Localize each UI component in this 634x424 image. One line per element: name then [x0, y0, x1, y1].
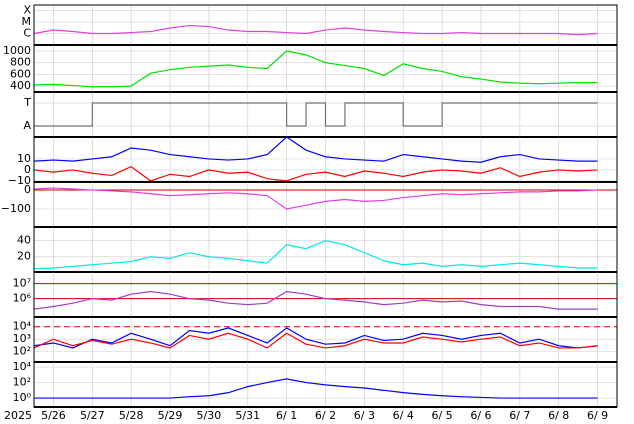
x-tick-label: 5/28 [119, 409, 144, 422]
x-tick-label: 6/ 9 [587, 409, 608, 422]
data-line [33, 327, 598, 349]
data-line [34, 378, 598, 399]
data-line [33, 136, 598, 163]
y-tick-label: 10⁴ [13, 320, 32, 333]
x-tick-label: 6/ 5 [431, 409, 452, 422]
y-tick-label: 10⁰ [13, 391, 32, 404]
y-tick-label: 1000 [3, 44, 31, 57]
y-tick-label: 600 [10, 67, 31, 80]
y-tick-label: 10³ [13, 332, 31, 345]
x-tick-label: 5/30 [197, 409, 222, 422]
y-tick-label: 0 [24, 183, 31, 196]
y-tick-label: 10⁷ [13, 277, 31, 290]
data-line [33, 24, 598, 36]
x-tick-label: 5/31 [235, 409, 260, 422]
y-tick-label: C [23, 26, 31, 39]
x-tick-label: 6/ 4 [393, 409, 414, 422]
data-line [33, 50, 598, 88]
data-line [33, 165, 598, 182]
y-tick-label: 400 [10, 79, 31, 92]
y-tick-label: −100 [1, 202, 31, 215]
y-tick-label: X [23, 3, 31, 16]
x-tick-label: 5/29 [158, 409, 183, 422]
x-tick-label: 6/ 1 [276, 409, 297, 422]
y-tick-label: 40 [17, 234, 31, 247]
y-tick-label: −10 [8, 174, 31, 187]
y-tick-label: 800 [10, 56, 31, 69]
y-tick-label: 0 [24, 163, 31, 176]
y-tick-label: 20 [17, 250, 31, 263]
y-tick-label: 10 [17, 152, 31, 165]
y-tick-label: T [23, 96, 31, 109]
x-tick-label: 6/ 6 [470, 409, 491, 422]
x-tick-label: 6/ 2 [315, 409, 336, 422]
data-line [33, 332, 598, 349]
y-tick-label: 10⁶ [13, 292, 32, 305]
y-tick-label: M [22, 15, 32, 28]
x-tick-label: 6/ 3 [354, 409, 375, 422]
data-line [33, 240, 598, 270]
x-tick-label: 5/27 [80, 409, 105, 422]
data-line [34, 102, 598, 127]
x-tick-label: 5/26 [41, 409, 66, 422]
y-tick-label: 10² [13, 345, 31, 358]
y-tick-label: A [23, 119, 31, 132]
data-line [33, 187, 598, 210]
x-tick-label: 6/ 8 [548, 409, 569, 422]
data-line [33, 290, 598, 310]
y-tick-label: 10⁴ [13, 360, 32, 373]
year-label: 2025 [4, 409, 32, 422]
y-tick-label: 10² [13, 376, 31, 389]
x-tick-label: 6/ 7 [509, 409, 530, 422]
